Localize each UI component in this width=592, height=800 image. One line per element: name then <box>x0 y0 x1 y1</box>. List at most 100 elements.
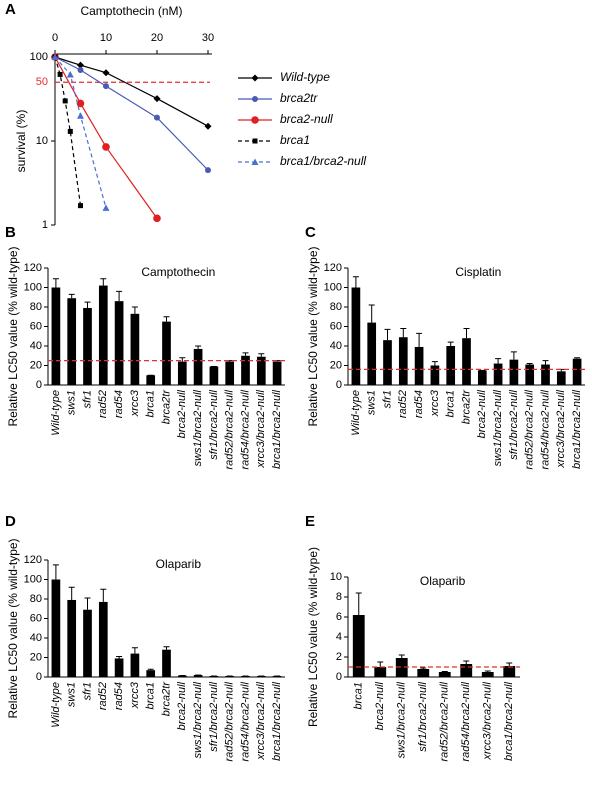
y-tick-label: 20 <box>30 359 42 371</box>
y-tick-label: 80 <box>30 593 42 605</box>
x-tick-label: brca1 <box>145 390 157 418</box>
y-tick-label: 80 <box>330 301 342 313</box>
bar <box>225 361 235 385</box>
bar <box>414 346 424 385</box>
x-tick-label: sfr1/brca2-null <box>508 389 520 459</box>
bar <box>162 321 171 385</box>
error-bar <box>368 304 375 323</box>
data-point <box>154 114 160 121</box>
error-bar <box>84 597 91 610</box>
y-tick-label: 10 <box>36 135 48 147</box>
error-bar <box>131 647 138 654</box>
x-tick-label: rad52/brca2-null <box>224 681 236 761</box>
x-tick-label: sfr1 <box>381 390 393 408</box>
y-tick-label: 0 <box>36 671 42 683</box>
x-tick-label: brca2tr <box>160 389 172 425</box>
bar <box>395 658 408 677</box>
error-bar <box>542 360 549 365</box>
bar <box>98 601 108 677</box>
bar <box>503 666 516 677</box>
x-tick-label: rad54/brca2-null <box>239 389 251 469</box>
y-axis-title: survival (%) <box>14 110 28 173</box>
y-tick-label: 60 <box>330 320 342 332</box>
x-tick-label: xrcc3/brca2-null <box>482 681 494 760</box>
error-bar <box>163 646 170 650</box>
bar <box>67 298 77 385</box>
x-tick-label: sfr1/brca2-null <box>208 389 220 459</box>
error-bar <box>147 668 154 671</box>
legend-label: Wild-type <box>280 70 330 84</box>
legend-marker <box>251 116 259 124</box>
bar <box>509 359 519 385</box>
error-bar <box>447 341 454 346</box>
x-tick-label: 30 <box>202 32 214 44</box>
x-tick-label: rad54/brca2-null <box>239 681 251 761</box>
x-tick-label: xrcc3 <box>129 681 141 709</box>
chart-title: Cisplatin <box>455 265 501 279</box>
x-tick-label: brca1/brca2-null <box>571 389 583 468</box>
x-tick-label: sws1/brca2-null <box>492 389 504 466</box>
x-tick-label: rad54/brca2-null <box>460 681 472 761</box>
x-tick-label: sws1 <box>366 390 378 415</box>
legend-label: brca2tr <box>280 91 318 105</box>
data-point <box>153 214 161 223</box>
error-bar <box>495 358 502 364</box>
legend-label: brca1/brca2-null <box>280 154 366 168</box>
y-tick-label: 0 <box>336 379 342 391</box>
y-axis-title: Relative LC50 value (% wild-type) <box>6 538 20 718</box>
bar <box>130 653 140 677</box>
bar <box>256 356 266 385</box>
x-tick-label: brca1/brca2-null <box>271 681 283 760</box>
error-bar <box>52 564 59 580</box>
y-tick-label: 100 <box>324 281 342 293</box>
error-bar <box>163 316 170 322</box>
x-tick-label: brca2-null <box>176 681 188 730</box>
x-tick-label: sws1/brca2-null <box>396 681 408 758</box>
error-bar <box>416 332 423 347</box>
error-bar <box>100 278 107 286</box>
bar <box>51 579 61 677</box>
error-bar <box>431 361 438 366</box>
y-tick-label: 80 <box>30 301 42 313</box>
error-bar <box>116 656 123 659</box>
y-tick-label: 60 <box>30 612 42 624</box>
x-tick-label: rad52 <box>397 390 409 418</box>
x-tick-label: rad54/brca2-null <box>539 389 551 469</box>
error-bar <box>463 660 470 664</box>
x-tick-label: sws1/brca2-null <box>192 389 204 466</box>
data-point <box>62 98 68 104</box>
bar <box>114 301 124 385</box>
x-tick-label: rad54 <box>113 682 125 710</box>
error-bar <box>352 276 359 288</box>
error-bar <box>258 353 265 357</box>
bar <box>398 337 408 385</box>
x-tick-label: rad52/brca2-null <box>524 389 536 469</box>
bar <box>114 658 124 677</box>
error-bar <box>52 278 59 288</box>
y-axis-title: Relative LC50 value (% wild-type) <box>306 547 320 727</box>
bar <box>572 358 582 385</box>
chart-title: Olaparib <box>156 557 202 571</box>
data-point <box>77 61 84 69</box>
y-axis-title: Relative LC50 value (% wild-type) <box>6 246 20 426</box>
error-bar <box>68 586 75 600</box>
chart-title: Camptothecin <box>141 265 215 279</box>
error-bar <box>116 290 123 302</box>
bar <box>83 307 92 385</box>
y-tick-label: 40 <box>30 340 42 352</box>
legend-label: brca2-null <box>280 112 333 126</box>
data-point <box>51 53 59 60</box>
y-tick-label: 100 <box>24 281 42 293</box>
x-tick-label: rad52/brca2-null <box>224 389 236 469</box>
y-tick-label: 40 <box>330 340 342 352</box>
error-bar <box>484 670 491 672</box>
error-bar <box>398 654 405 658</box>
bar <box>477 370 487 385</box>
x-tick-label: 0 <box>52 32 58 44</box>
bar <box>556 371 566 385</box>
x-tick-label: sws1/brca2-null <box>192 681 204 758</box>
x-tick-label: xrcc3/brca2-null <box>255 389 267 468</box>
error-bar <box>506 662 513 666</box>
bar <box>162 649 171 677</box>
